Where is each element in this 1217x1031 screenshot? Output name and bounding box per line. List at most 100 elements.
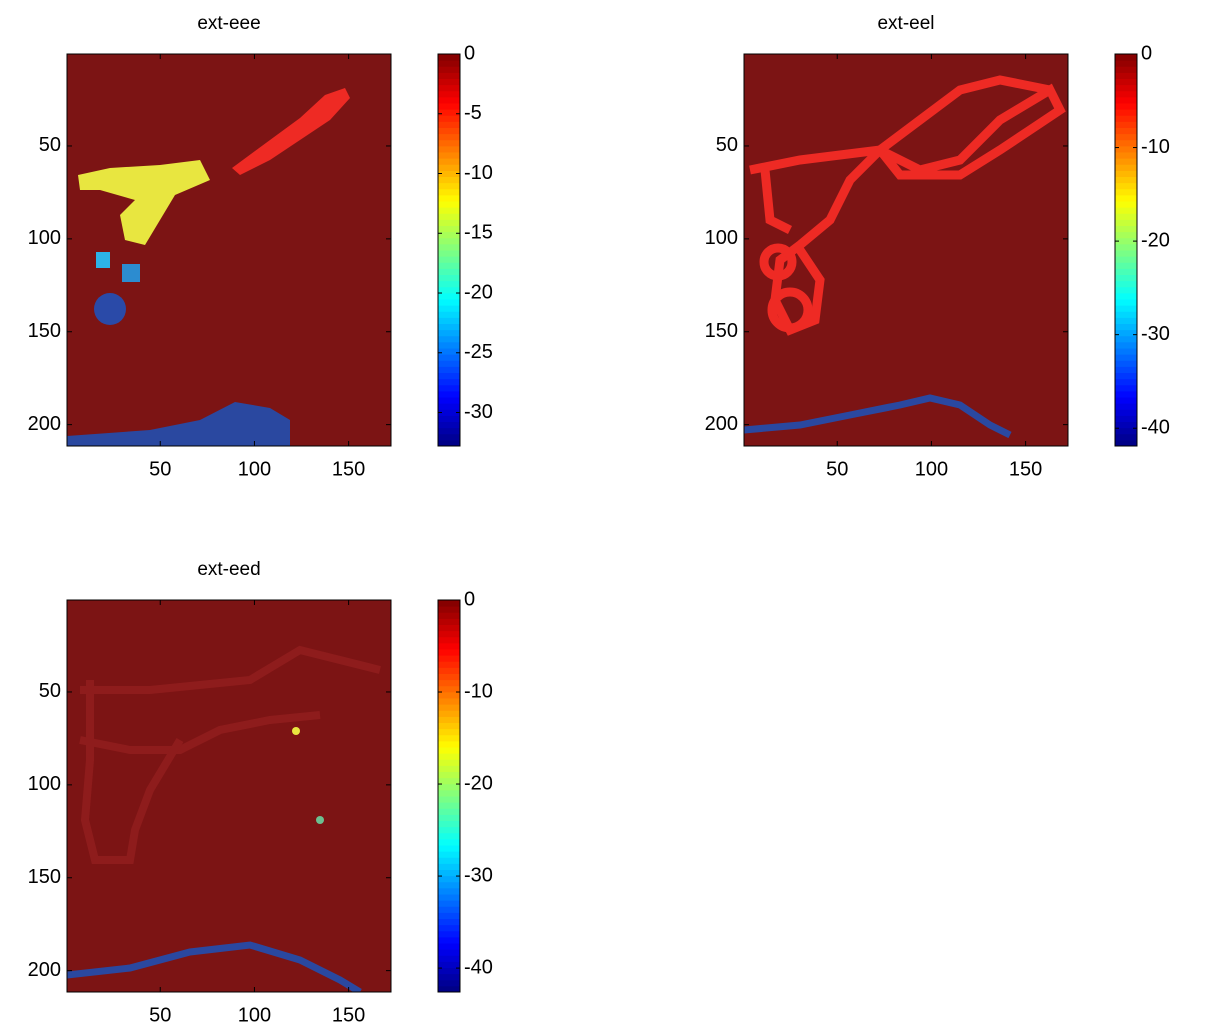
colorbar-cell <box>438 606 460 613</box>
colorbar-cell <box>438 299 460 306</box>
colorbar-cell <box>438 716 460 723</box>
colorbar-cell <box>438 973 460 981</box>
colorbar-cell <box>1115 139 1137 147</box>
colorbar-cell <box>438 268 460 275</box>
colorbar-cell <box>438 918 460 926</box>
colorbar-cell <box>1115 427 1137 435</box>
colorbar-cell <box>438 655 460 662</box>
colorbar-cell <box>1115 348 1137 355</box>
colorbar-cell <box>438 292 460 300</box>
colorbar-cell <box>438 90 460 98</box>
colorbar-cell <box>438 219 460 226</box>
colorbar-cell <box>438 936 460 944</box>
colorbar-cell <box>438 740 460 748</box>
colorbar-cell <box>438 961 460 968</box>
image-region <box>232 88 350 175</box>
colorbar-cell <box>1115 439 1137 447</box>
image-region <box>79 645 381 864</box>
colorbar-frame <box>1114 53 1138 447</box>
colorbar-cell <box>438 72 460 79</box>
image-region <box>96 252 110 268</box>
colorbar-cell <box>1115 109 1137 116</box>
colorbar-cell <box>438 845 460 852</box>
colorbar-cell <box>438 397 460 404</box>
colorbar-cell <box>438 783 460 791</box>
colorbar-cell <box>438 366 460 373</box>
colorbar-tick-label: -10 <box>464 680 493 702</box>
colorbar-cell <box>438 875 460 883</box>
colorbar-tick-label: 0 <box>464 42 475 64</box>
image-background <box>67 54 391 446</box>
y-tick-label: 150 <box>28 866 61 888</box>
colorbar-cell <box>438 84 460 92</box>
colorbar-cell <box>438 378 460 386</box>
colorbar-cell <box>438 900 460 907</box>
chart-title: ext-eed <box>197 559 260 580</box>
colorbar-tick-label: -10 <box>1141 136 1170 158</box>
y-tick-label: 100 <box>28 773 61 795</box>
colorbar-cell <box>438 955 460 962</box>
colorbar-cell <box>1115 366 1137 373</box>
colorbar-cell <box>1115 354 1137 361</box>
colorbar-cell <box>438 317 460 324</box>
y-tick-label: 150 <box>705 320 738 342</box>
image-region <box>744 394 1012 439</box>
colorbar-cell <box>438 311 460 318</box>
colorbar-cell <box>1115 231 1137 239</box>
colorbar-cell <box>438 612 460 619</box>
colorbar-cell <box>438 115 460 122</box>
colorbar-cell <box>438 433 460 441</box>
colorbar-cell <box>438 636 460 644</box>
colorbar-cell <box>438 372 460 380</box>
colorbar-cell <box>438 642 460 650</box>
colorbar-cell <box>438 182 460 190</box>
image-region <box>94 293 126 325</box>
axes-frame <box>743 53 1069 447</box>
colorbar-cell <box>438 832 460 840</box>
colorbar-cell <box>1115 90 1137 98</box>
colorbar-cell <box>438 704 460 711</box>
colorbar-frame <box>437 599 461 993</box>
colorbar-cell <box>438 409 460 416</box>
colorbar-cell <box>438 152 460 159</box>
colorbar-cell <box>438 820 460 828</box>
y-tick-label: 200 <box>28 959 61 981</box>
colorbar-cell <box>438 335 460 343</box>
colorbar-cell <box>438 403 460 410</box>
colorbar-cell <box>1115 403 1137 410</box>
colorbar-cell <box>1115 133 1137 141</box>
colorbar-cell <box>1115 390 1137 398</box>
image-region <box>67 402 290 446</box>
colorbar-cell <box>438 286 460 294</box>
colorbar-cell <box>1115 299 1137 306</box>
colorbar-cell <box>438 759 460 766</box>
colorbar-cell <box>438 753 460 760</box>
colorbar-cell <box>1115 54 1137 61</box>
colorbar-cell <box>438 894 460 901</box>
colorbar-cell <box>438 348 460 355</box>
colorbar-cell <box>1115 250 1137 257</box>
colorbar-tick-label: -20 <box>464 281 493 303</box>
x-tick-label: 100 <box>238 1004 271 1026</box>
colorbar-cell <box>438 194 460 202</box>
axes-frame <box>66 53 392 447</box>
colorbar-cell <box>438 765 460 772</box>
colorbar-cell <box>438 427 460 435</box>
colorbar-cell <box>438 851 460 858</box>
colorbar-cell <box>438 164 460 171</box>
colorbar-cell <box>438 60 460 67</box>
colorbar-cell <box>438 691 460 699</box>
colorbar-cell <box>438 256 460 263</box>
colorbar-cell <box>438 390 460 398</box>
colorbar-cell <box>438 967 460 975</box>
colorbar-tick-label: -30 <box>464 401 493 423</box>
colorbar-tick-label: -10 <box>464 162 493 184</box>
image-region <box>316 816 324 824</box>
colorbar-cell <box>438 649 460 656</box>
image-background <box>67 600 391 992</box>
colorbar-cell <box>438 354 460 361</box>
image-region <box>749 75 1066 336</box>
colorbar-cell <box>438 771 460 779</box>
colorbar-cell <box>438 213 460 220</box>
